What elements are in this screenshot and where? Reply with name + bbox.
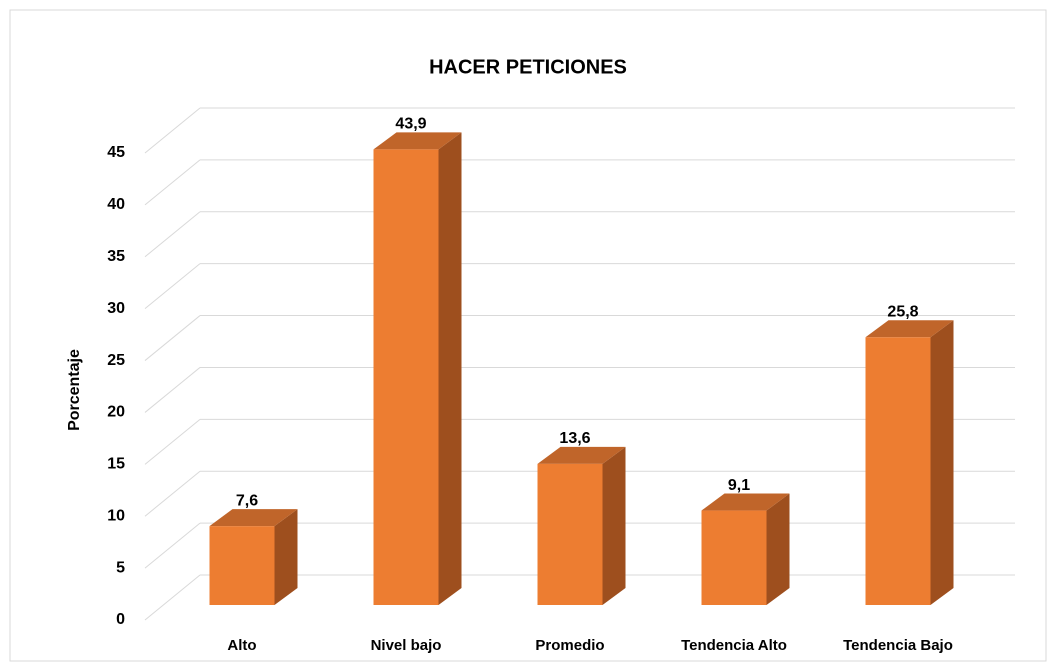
grid-line [144, 522, 201, 569]
grid-line [144, 159, 201, 206]
x-tick-label: Nivel bajo [371, 637, 442, 654]
bar-side [274, 509, 298, 605]
data-label: 43,9 [395, 116, 426, 133]
bar-side [438, 132, 462, 605]
bar-side [766, 493, 790, 605]
y-tick-label: 35 [107, 248, 125, 265]
x-tick-label: Promedio [535, 637, 604, 654]
bar [865, 337, 931, 605]
bar [373, 149, 439, 605]
x-tick-label: Alto [227, 637, 256, 654]
bar [701, 510, 767, 605]
y-tick-label: 0 [116, 611, 125, 628]
y-tick-label: 30 [107, 300, 125, 317]
y-tick-label: 20 [107, 404, 125, 421]
x-tick-label: Tendencia Bajo [843, 637, 953, 654]
bar-top [537, 446, 626, 464]
grid-line [144, 211, 201, 258]
bar [537, 463, 603, 605]
chart-title: HACER PETICIONES [429, 56, 627, 78]
y-tick-label: 45 [107, 144, 125, 161]
grid-line [144, 470, 201, 517]
y-tick-label: 15 [107, 456, 125, 473]
bar-top [373, 132, 462, 150]
data-label: 25,8 [887, 303, 918, 320]
grid-line [144, 107, 201, 154]
x-tick-label: Tendencia Alto [681, 637, 787, 654]
y-tick-label: 5 [116, 559, 125, 576]
grid-line [144, 315, 201, 361]
bar-top [865, 320, 954, 338]
grid-line [144, 263, 201, 310]
data-label: 7,6 [236, 492, 258, 509]
bar [209, 526, 275, 605]
bar-side [602, 446, 626, 605]
data-label: 9,1 [728, 477, 750, 494]
y-tick-label: 10 [107, 507, 125, 524]
bar-side [930, 320, 954, 605]
y-axis-label: Porcentaje [66, 349, 83, 431]
bar-top [701, 493, 790, 511]
y-tick-label: 25 [107, 352, 125, 369]
grid-line [144, 367, 201, 413]
y-tick-label: 40 [107, 196, 125, 213]
bar-top [209, 509, 298, 527]
data-label: 13,6 [559, 430, 590, 447]
grid-line [144, 574, 201, 621]
grid-line [144, 418, 201, 465]
